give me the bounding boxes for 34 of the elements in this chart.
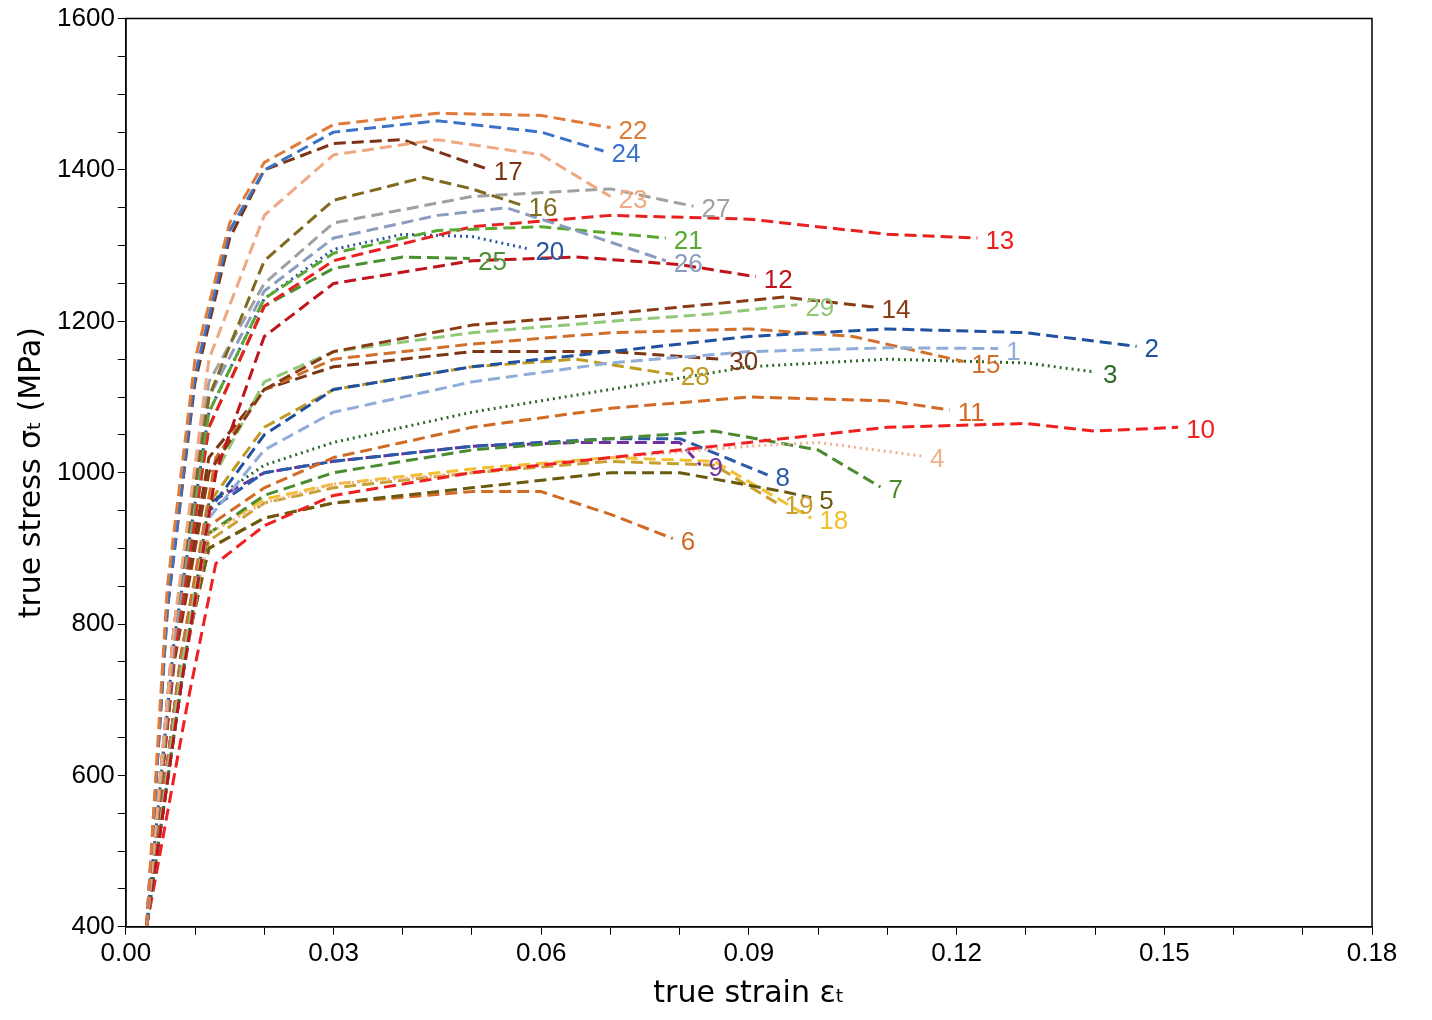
series-label: 23 [618, 183, 648, 214]
x-tick-label: 0.15 [1139, 936, 1190, 967]
series-label: 30 [729, 346, 759, 377]
y-tick-label: 1000 [57, 455, 115, 486]
x-tick-label: 0.18 [1346, 936, 1398, 967]
y-tick-label: 1600 [57, 1, 115, 32]
series-label: 14 [881, 294, 911, 325]
series-label: 3 [1103, 359, 1118, 390]
series-label: 2 [1144, 333, 1160, 364]
series-label: 7 [888, 474, 903, 505]
series-label: 12 [763, 263, 793, 294]
series-label: 10 [1186, 414, 1216, 445]
series-label: 27 [701, 193, 731, 224]
x-axis-title: true strain εₜ [653, 973, 845, 1009]
series-label: 15 [971, 348, 1001, 379]
y-tick-label: 600 [71, 758, 115, 789]
y-tick-label: 1200 [57, 304, 115, 335]
series-label: 1 [1006, 335, 1021, 366]
x-tick-label: 0.06 [515, 936, 567, 967]
series-label: 11 [957, 397, 985, 428]
series-label: 19 [784, 490, 814, 521]
series-label: 8 [775, 462, 791, 493]
series-label: 17 [493, 155, 523, 186]
series-label: 13 [985, 225, 1015, 256]
series-label: 6 [680, 525, 696, 556]
series-label: 16 [528, 191, 558, 222]
x-tick-label: 0.09 [723, 936, 775, 967]
y-axis-title: true stress σₜ (MPa) [11, 327, 47, 619]
series-label: 4 [930, 443, 945, 474]
y-tick-label: 1400 [57, 153, 115, 184]
x-tick-label: 0.12 [931, 936, 982, 967]
x-tick-label: 0.03 [308, 936, 359, 967]
series-label: 28 [680, 361, 710, 392]
y-tick-label: 800 [71, 607, 115, 638]
